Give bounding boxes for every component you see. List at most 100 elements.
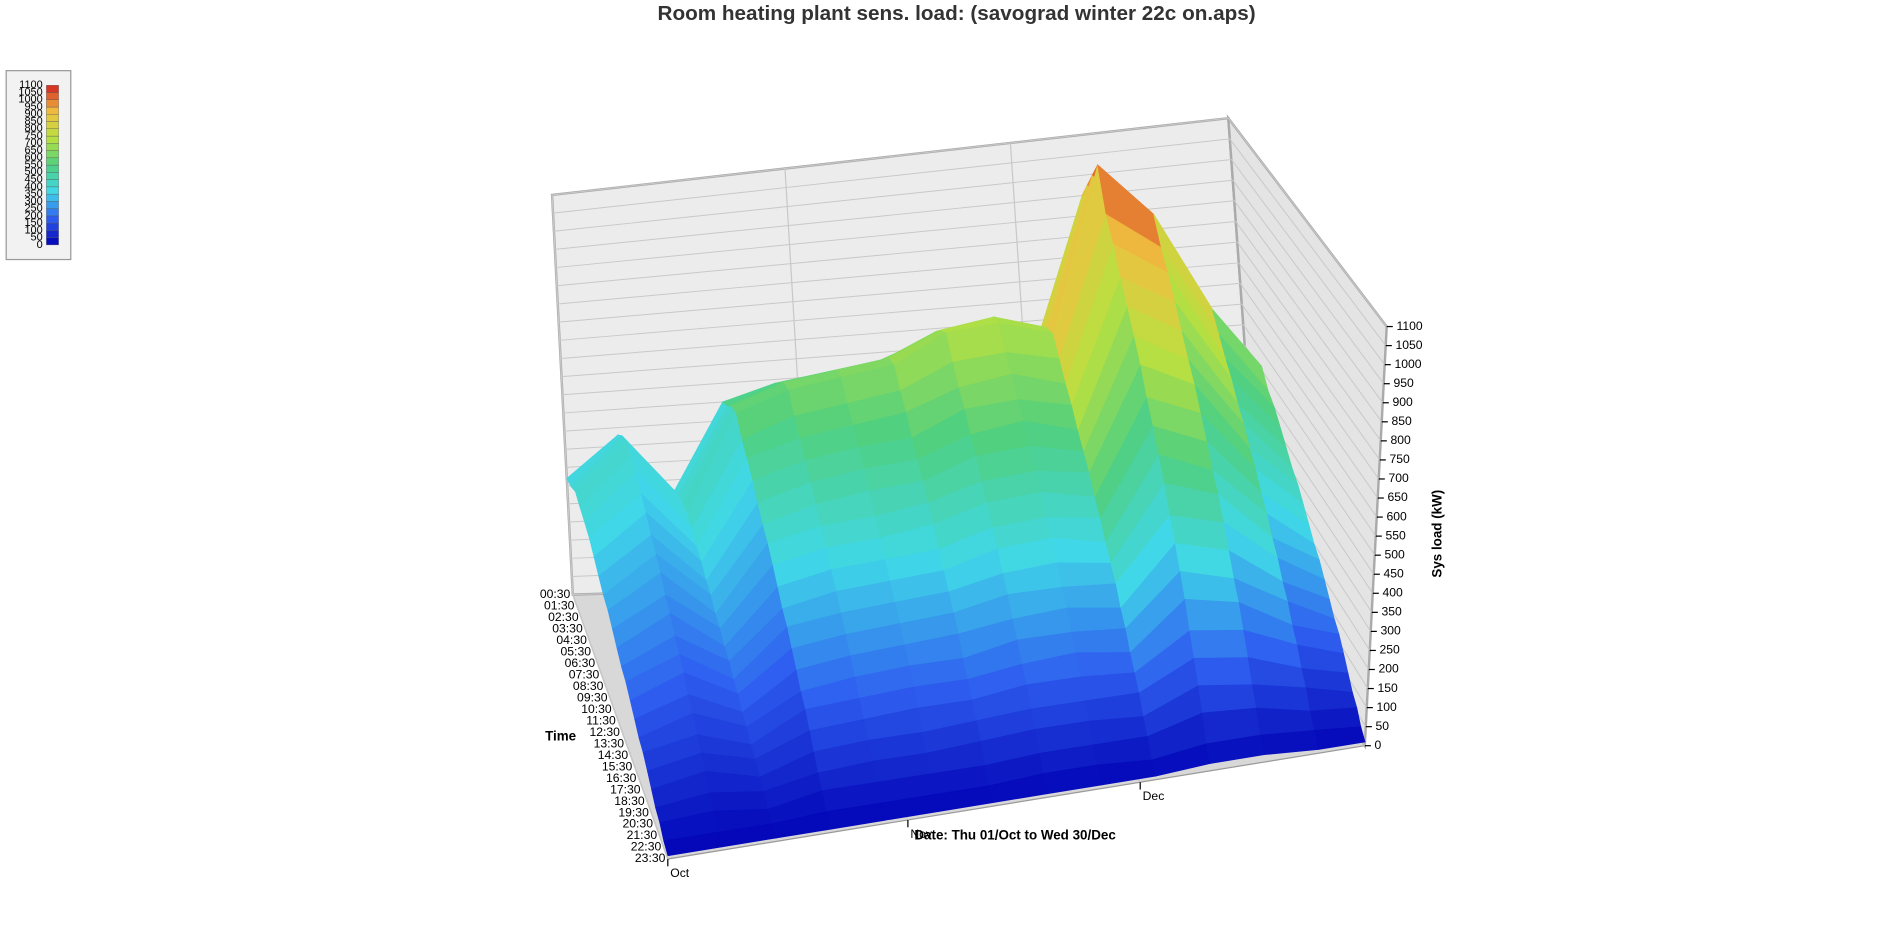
x-tick-label: Dec [1143,789,1165,803]
colorbar-cell [46,201,59,209]
surface-cell [1193,657,1253,687]
colorbar-tick-label: 450 [24,174,42,186]
colorbar-tick-label: 250 [24,203,42,215]
z-tick-label: 600 [1386,509,1407,523]
axes: 0 50 100 150 200 250 300 350 400 450 500 550 600 650 7… [540,319,1423,880]
colorbar-cell [46,99,59,108]
colorbar-cell [46,85,59,93]
y-tick-label: 06:30 [565,656,596,670]
grid-line [552,138,1387,346]
colorbar-cell [46,208,59,217]
colorbar-cell [46,215,59,224]
colorbar-cell [46,164,59,173]
colorbar-cell [46,121,59,130]
z-tick-label: 1000 [1394,357,1421,371]
colorbar-cell [46,150,59,159]
y-tick-label: 15:30 [602,759,633,773]
y-tick-label: 08:30 [573,679,604,693]
z-tick-label: 100 [1377,700,1398,714]
z-tick-label: 0 [1375,738,1382,752]
colorbar-tick-label: 650 [24,144,42,156]
z-tick-label: 350 [1382,605,1403,619]
colorbar-cell [46,193,59,202]
z-tick-label: 500 [1384,547,1405,561]
z-tick-label: 700 [1388,471,1409,485]
colorbar-cell [46,222,59,231]
colorbar-cell [46,157,59,166]
grid-line [553,158,1386,365]
grid-line [557,241,1382,442]
y-tick-label: 18:30 [614,794,645,808]
z-tick-label: 850 [1391,414,1412,428]
grid-line [551,194,574,595]
colorbar-cell [46,186,59,195]
colorbar-cell [46,230,59,238]
chart-title: Room heating plant sens. load: (savograd… [657,2,1255,25]
colorbar-tick-label: 700 [24,137,42,149]
colorbar-cell [46,106,59,115]
z-tick-label: 750 [1389,452,1410,466]
y-tick-label: 11:30 [586,713,616,727]
colorbar-tick-label: 850 [24,115,42,127]
y-tick-label: 21:30 [627,828,658,842]
colorbar-tick-label: 150 [24,217,42,229]
surface-cell [1066,607,1127,633]
y-tick-label: 02:30 [548,610,579,624]
z-tick-label: 900 [1392,395,1413,409]
surface-cell [1056,562,1117,588]
colorbar-cell [46,143,59,151]
grid-line [561,324,1378,518]
y-tick-label: 07:30 [569,667,600,681]
z-axis-title: Sys load (kW) [1429,490,1444,578]
colorbar-tick-label: 100 [24,224,42,236]
grid-line [572,594,669,860]
grid-line [554,179,1385,384]
colorbar-tick-label: 350 [24,188,42,200]
colorbar-tick-label: 300 [24,195,42,207]
y-tick-label: 14:30 [598,748,629,762]
colorbar-cell [46,92,59,100]
colorbar-cell [46,128,59,137]
x-tick-label: Oct [670,866,690,880]
colorbar-cell [46,135,59,144]
x-tick-label: Nov [910,827,933,841]
grid-line [556,221,1383,423]
colorbar-cell [46,172,59,180]
colorbar-tick-label: 1100 [19,79,43,91]
grid-line [559,282,1380,480]
colorbar-cell [46,179,59,188]
colorbar-tick-label: 950 [24,101,42,113]
surface-cell [1314,726,1366,750]
z-tick-label: 650 [1387,490,1408,504]
colorbar-tick-label: 600 [24,152,42,164]
y-tick-label: 13:30 [594,736,625,750]
colorbar-tick-label: 800 [24,123,42,135]
z-tick-label: 200 [1379,662,1400,676]
surface-cell [1251,684,1311,712]
colorbar-box [5,70,72,261]
z-tick-label: 800 [1390,433,1411,447]
surface-cell [1071,628,1131,654]
grid-line [555,200,1384,403]
colorbar-tick-label: 750 [24,130,42,142]
z-tick-label: 1050 [1395,338,1422,352]
surface-cell [709,791,769,812]
colorbar-tick-label: 0 [37,239,43,251]
y-tick-label: 23:30 [635,851,666,865]
colorbar-tick-label: 200 [24,210,42,222]
y-tick-label: 10:30 [581,702,612,716]
y-tick-label: 16:30 [606,771,637,785]
z-tick-label: 950 [1393,376,1414,390]
surface [566,164,1366,857]
grid-line [562,344,1377,537]
grid-line [558,262,1381,461]
colorbar-tick-label: 1000 [18,94,42,106]
surface-cell [1061,583,1122,609]
colorbar-tick-label: 900 [24,108,42,120]
y-tick-label: 22:30 [631,840,662,854]
z-tick-label: 1100 [1396,319,1422,333]
y-tick-label: 00:30 [540,587,571,601]
surface-cell [1189,629,1249,659]
surface-cell [1184,598,1245,632]
y-tick-label: 20:30 [623,817,654,831]
